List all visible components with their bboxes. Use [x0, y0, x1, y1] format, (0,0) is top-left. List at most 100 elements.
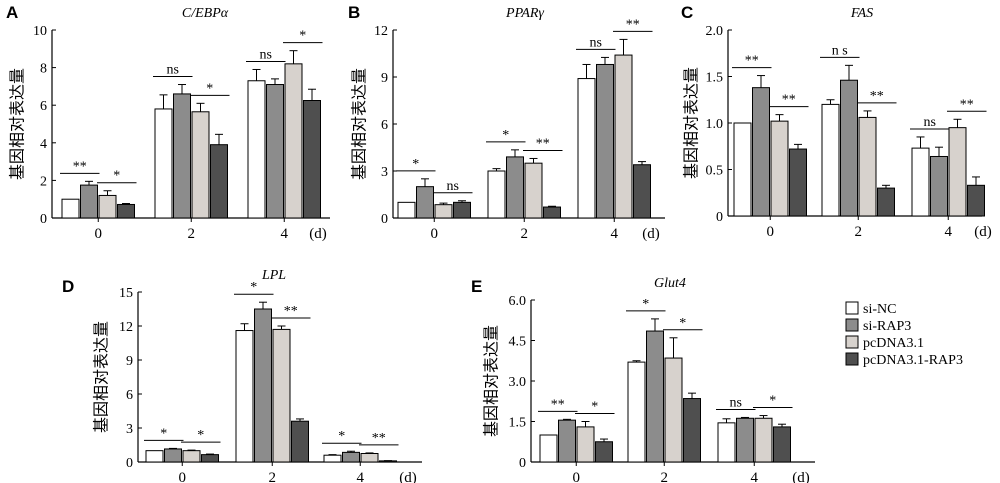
bar-b-si-nc-d0: [397, 201, 416, 219]
significance-label: n s: [832, 43, 848, 58]
bar-a-pcdna3-1-d0: [98, 194, 117, 219]
bar-d-si-rap3-d0: [164, 448, 182, 463]
chart-title: PPARγ: [505, 6, 544, 21]
y-tick-label: 6: [126, 388, 133, 403]
y-tick-label: 6.0: [509, 294, 527, 309]
bar-c-pcdna3-1-d2: [858, 116, 877, 217]
y-axis-label: 基因相对表达量: [350, 68, 369, 180]
bar-c-pcdna3-1-d4: [948, 127, 967, 217]
bar-a-si-nc-d4: [247, 80, 266, 219]
bar-c-si-nc-d0: [733, 122, 752, 217]
significance-label: **: [73, 159, 87, 174]
panel-label: C: [681, 3, 693, 22]
bar-b-si-rap3-d0: [416, 186, 434, 219]
bar-e-pcdna3-1-rap3-d2: [683, 398, 701, 463]
y-tick-label: 0: [519, 456, 526, 471]
legend-swatch-si-nc: [845, 301, 859, 315]
y-axis-label: 基因相对表达量: [92, 321, 111, 433]
x-tick-label: 4: [611, 226, 619, 242]
significance-label: *: [160, 426, 167, 441]
bar-a-si-nc-d0: [61, 198, 80, 219]
significance-label: *: [591, 400, 598, 415]
bar-c-si-rap3-d4: [930, 155, 948, 217]
y-tick-label: 9: [126, 354, 133, 369]
significance-label: *: [250, 280, 257, 295]
x-unit-label: (d): [792, 470, 810, 483]
chart-title: Glut4: [654, 276, 686, 291]
y-axis-label: 基因相对表达量: [682, 67, 701, 179]
panel-label: E: [471, 277, 482, 296]
bar-d-pcdna3-1-d0: [182, 450, 201, 463]
bar-d-si-nc-d4: [323, 454, 342, 463]
bar-d-pcdna3-1-rap3-d0: [201, 454, 219, 463]
x-tick-label: 0: [95, 226, 103, 242]
significance-label: **: [372, 431, 386, 446]
bar-c-si-nc-d2: [821, 103, 840, 217]
significance-label: ns: [447, 179, 459, 194]
x-tick-label: 0: [179, 470, 187, 483]
y-tick-label: 12: [119, 320, 133, 335]
bar-d-pcdna3-1-d4: [360, 453, 379, 463]
legend: si-NC si-RAP3 pcDNA3.1 pcDNA3.1-RAP3: [845, 301, 963, 368]
significance-label: ns: [730, 395, 742, 410]
bar-a-pcdna3-1-d2: [191, 111, 210, 219]
y-tick-label: 9: [381, 71, 388, 86]
x-tick-label: 4: [357, 470, 365, 483]
y-tick-label: 6: [381, 118, 388, 133]
y-tick-label: 3: [381, 165, 388, 180]
bar-b-pcdna3-1-rap3-d4: [633, 164, 651, 219]
bar-a-si-rap3-d4: [266, 84, 284, 219]
bar-b-si-rap3-d2: [506, 156, 524, 219]
bar-a-pcdna3-1-rap3-d0: [117, 203, 135, 219]
y-tick-label: 4: [40, 137, 47, 152]
bar-e-pcdna3-1-d4: [754, 417, 773, 463]
bar-d-pcdna3-1-d2: [272, 328, 291, 463]
legend-swatch-si-rap3: [845, 318, 859, 332]
x-tick-label: 2: [269, 470, 277, 483]
bar-b-pcdna3-1-d2: [524, 162, 543, 219]
bar-b-si-rap3-d4: [596, 63, 614, 219]
significance-label: *: [338, 429, 345, 444]
bar-d-si-nc-d2: [235, 330, 254, 463]
bar-c-si-nc-d4: [911, 147, 930, 217]
x-tick-label: 2: [661, 470, 669, 483]
significance-label: **: [870, 89, 884, 104]
bar-e-si-nc-d2: [627, 361, 646, 463]
panel-label: A: [6, 3, 18, 22]
y-tick-label: 2: [40, 174, 47, 189]
significance-label: **: [782, 93, 796, 108]
bar-a-si-rap3-d0: [80, 184, 98, 219]
bar-d-si-nc-d0: [145, 450, 164, 463]
significance-label: *: [679, 316, 686, 331]
x-unit-label: (d): [399, 470, 417, 483]
bar-d-pcdna3-1-rap3-d2: [291, 420, 309, 463]
bar-e-pcdna3-1-d2: [664, 357, 683, 463]
y-tick-label: 2.0: [706, 24, 724, 39]
significance-label: *: [502, 128, 509, 143]
bar-b-pcdna3-1-rap3-d0: [453, 201, 471, 219]
panel-label: B: [348, 3, 360, 22]
y-tick-label: 15: [119, 286, 133, 301]
x-tick-label: 0: [767, 224, 775, 240]
bar-b-pcdna3-1-d4: [614, 54, 633, 219]
y-tick-label: 12: [374, 24, 388, 39]
legend-swatch-pcdna3-1-rap3: [845, 352, 859, 366]
x-unit-label: (d): [642, 226, 660, 242]
bar-d-si-rap3-d4: [342, 451, 360, 463]
significance-label: **: [626, 17, 640, 32]
bar-e-pcdna3-1-rap3-d4: [773, 426, 791, 463]
bar-e-pcdna3-1-rap3-d0: [595, 441, 613, 463]
bar-e-si-rap3-d0: [558, 419, 576, 463]
bar-c-si-rap3-d0: [752, 87, 770, 217]
y-axis-label: 基因相对表达量: [8, 68, 27, 180]
y-tick-label: 1.0: [706, 117, 724, 132]
x-tick-label: 2: [521, 226, 529, 242]
x-tick-label: 0: [573, 470, 581, 483]
y-tick-label: 6: [40, 99, 47, 114]
significance-label: **: [536, 136, 550, 151]
bar-e-si-nc-d4: [717, 422, 736, 463]
significance-label: *: [206, 81, 213, 96]
significance-label: *: [197, 428, 204, 443]
